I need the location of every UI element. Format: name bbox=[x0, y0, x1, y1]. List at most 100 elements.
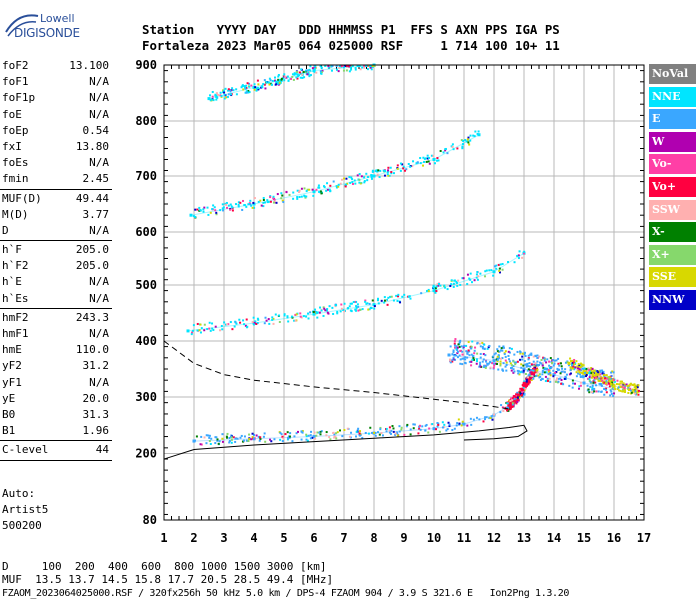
echo-dot bbox=[521, 355, 524, 358]
x-tick-label-14: 15 bbox=[577, 531, 591, 545]
echo-dot bbox=[467, 341, 470, 344]
param-row-m-d-: M(D) 3.77 bbox=[0, 207, 112, 223]
echo-dot bbox=[308, 68, 311, 71]
echo-dot bbox=[221, 203, 224, 206]
echo-dot bbox=[474, 346, 477, 349]
param-row-b1: B1 1.96 bbox=[0, 423, 112, 439]
echo-dot bbox=[361, 436, 364, 439]
x-tick-label-1: 2 bbox=[190, 531, 197, 545]
echo-dot bbox=[436, 422, 439, 425]
echo-dot bbox=[439, 150, 442, 153]
echo-dot bbox=[613, 380, 616, 383]
echo-dot bbox=[316, 316, 319, 319]
echo-dot bbox=[462, 347, 465, 350]
echo-dot bbox=[532, 372, 535, 375]
echo-dot bbox=[221, 433, 224, 436]
echo-dot bbox=[499, 357, 502, 360]
echo-dot bbox=[222, 89, 225, 92]
echo-dot bbox=[288, 193, 291, 196]
echo-dot bbox=[246, 325, 249, 328]
echo-dot bbox=[552, 375, 555, 378]
echo-dot bbox=[369, 65, 372, 67]
echo-dot bbox=[336, 310, 339, 313]
echo-dot bbox=[315, 188, 318, 191]
echo-dot bbox=[380, 299, 383, 302]
echo-dot bbox=[458, 354, 461, 357]
param-row-foep: foEp 0.54 bbox=[0, 123, 112, 139]
echo-dot bbox=[403, 293, 406, 296]
echo-dot bbox=[270, 440, 273, 443]
echo-dot bbox=[212, 204, 215, 207]
param-value: 49.44 bbox=[75, 191, 109, 205]
echo-dot bbox=[462, 357, 465, 360]
echo-dot bbox=[233, 325, 236, 328]
echo-dot bbox=[533, 363, 536, 366]
echo-dot bbox=[346, 427, 349, 430]
echo-dot bbox=[485, 365, 488, 368]
echo-dot bbox=[603, 393, 606, 396]
echo-dot bbox=[363, 66, 366, 69]
echo-dot bbox=[628, 383, 631, 386]
echo-dot bbox=[438, 430, 441, 433]
echo-dot bbox=[469, 134, 472, 137]
echo-dot bbox=[554, 380, 557, 383]
echo-dot bbox=[516, 350, 519, 353]
echo-dot bbox=[242, 439, 245, 442]
echo-dot bbox=[219, 91, 222, 94]
echo-dot bbox=[257, 83, 260, 86]
echo-dot bbox=[624, 390, 627, 393]
echo-dot bbox=[269, 79, 272, 82]
echo-dot bbox=[534, 362, 537, 365]
echo-dot bbox=[376, 299, 379, 302]
echo-dot bbox=[519, 387, 522, 390]
echo-dot bbox=[464, 361, 467, 364]
echo-dot bbox=[526, 362, 529, 365]
echo-dot bbox=[308, 70, 311, 73]
echo-dot bbox=[500, 404, 503, 407]
echo-dot bbox=[621, 385, 624, 388]
echo-dot bbox=[281, 440, 284, 443]
echo-dot bbox=[455, 281, 458, 284]
param-row-foe: foE N/A bbox=[0, 107, 112, 123]
echo-dot bbox=[424, 429, 427, 432]
echo-dot bbox=[354, 309, 357, 312]
echo-dot bbox=[249, 203, 252, 206]
echo-dot bbox=[451, 360, 454, 363]
echo-dot bbox=[553, 362, 556, 365]
echo-dot bbox=[348, 435, 351, 438]
echo-dot bbox=[292, 197, 295, 200]
legend-x-: X+ bbox=[649, 244, 696, 265]
echo-dot bbox=[444, 148, 447, 151]
echo-dot bbox=[221, 440, 224, 443]
echo-dot bbox=[472, 357, 475, 360]
echo-dot bbox=[619, 389, 622, 392]
echo-dot bbox=[629, 382, 632, 385]
echo-dot bbox=[316, 311, 319, 314]
echo-dot bbox=[483, 343, 486, 346]
series-point-0-4 bbox=[432, 427, 436, 431]
echo-dot bbox=[523, 351, 526, 354]
echo-dot bbox=[576, 368, 579, 371]
echo-dot bbox=[358, 181, 361, 184]
echo-dot bbox=[446, 152, 449, 155]
echo-dot bbox=[549, 357, 552, 360]
echo-dot bbox=[630, 389, 633, 392]
echo-dot bbox=[388, 426, 391, 429]
echo-dot bbox=[624, 384, 627, 387]
echo-dot bbox=[591, 367, 594, 370]
x-tick-label-5: 6 bbox=[310, 531, 317, 545]
echo-dot bbox=[557, 368, 560, 371]
echo-dot bbox=[518, 393, 521, 396]
echo-dot bbox=[627, 391, 630, 394]
echo-dot bbox=[529, 353, 532, 356]
echo-dot bbox=[511, 402, 514, 405]
param-value: 110.0 bbox=[75, 343, 109, 357]
echo-dot bbox=[194, 208, 197, 211]
echo-dot bbox=[309, 74, 312, 77]
series-point-3-0 bbox=[567, 361, 571, 365]
echo-dot bbox=[365, 172, 368, 175]
echo-dot bbox=[495, 264, 498, 267]
param-divider bbox=[0, 440, 112, 442]
echo-dot bbox=[253, 437, 256, 440]
echo-dot bbox=[464, 358, 467, 361]
